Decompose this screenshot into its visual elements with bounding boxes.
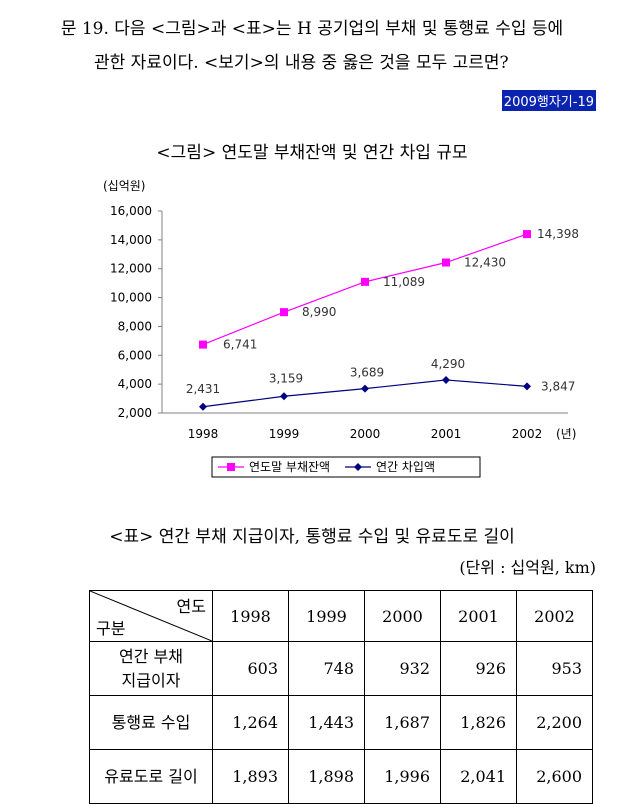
data-label: 12,430 [464,256,506,270]
y-tick-label: 14,000 [110,233,152,247]
data-label: 6,741 [223,338,257,352]
x-tick-label: 1999 [269,427,300,441]
year-header: 2002 [516,590,593,642]
x-tick-label: 2001 [431,427,462,441]
y-tick-label: 12,000 [110,262,152,276]
table-cell: 1,893 [212,749,289,804]
data-label: 11,089 [383,275,425,289]
data-point [442,375,450,384]
table-cell: 748 [288,641,365,696]
line-chart: (십억원) (년) 2,000 4,000 6,000 8,000 10,000 12,00… [103,179,579,478]
data-point [523,382,531,391]
question-line-2: 관한 자료이다. <보기>의 내용 중 옳은 것을 모두 고르면? [94,53,509,73]
x-tick-label: 1998 [188,427,219,441]
data-table: 연도 구분 1998 1999 2000 2001 2002 연간 부채 지급이자… [89,590,593,804]
year-header: 2001 [440,590,517,642]
data-label: 3,159 [269,371,303,385]
x-axis-title: (년) [556,427,576,441]
table-cell: 603 [212,641,289,696]
data-point [361,277,369,286]
y-tick-label: 8,000 [118,319,152,333]
legend-label: 연도말 부채잔액 [249,460,330,474]
x-tick-label: 2002 [512,427,543,441]
table-unit: (단위 : 십억원, km) [459,558,596,577]
chart-ticks: 2,000 4,000 6,000 8,000 10,000 12,000 14,000 16… [110,204,542,441]
data-point [280,392,288,401]
legend-marker [354,463,362,471]
table-cell: 2,200 [516,695,593,750]
table-cell: 1,687 [364,695,441,750]
legend-marker [227,463,235,471]
data-label: 3,847 [541,379,575,393]
table-row: 통행료 수입 1,264 1,443 1,687 1,826 2,200 [89,695,593,750]
table-cell: 932 [364,641,441,696]
table-cell: 1,996 [364,749,441,804]
table-cell: 926 [440,641,517,696]
table-cell: 1,898 [288,749,365,804]
data-point [199,402,207,411]
data-point [199,340,207,349]
series-line [202,233,528,346]
row-label: 통행료 수입 [89,695,213,750]
data-label: 8,990 [302,305,336,319]
source-badge: 2009행자기-19 [501,90,596,111]
y-tick-label: 2,000 [118,406,152,420]
header-category-label: 구분 [96,619,126,638]
y-tick-label: 4,000 [118,377,152,391]
data-point [280,308,288,317]
table-cell: 1,443 [288,695,365,750]
y-tick-label: 10,000 [110,291,152,305]
table-cell: 2,041 [440,749,517,804]
table-title: <표> 연간 부채 지급이자, 통행료 수입 및 유료도로 길이 [109,527,515,547]
year-header: 1998 [212,590,289,642]
series-0: 6,741 8,990 11,089 12,430 14,398 [199,227,579,352]
series-line [202,379,528,408]
row-label: 연간 부채 지급이자 [89,641,213,696]
chart-axes: (십억원) (년) [103,179,576,441]
x-tick-label: 2000 [350,427,381,441]
table-row: 연간 부채 지급이자 603 748 932 926 953 [89,641,593,696]
header-corner-cell: 연도 구분 [89,590,213,642]
data-label: 4,290 [431,357,465,371]
table-cell: 1,826 [440,695,517,750]
row-label: 유료도로 길이 [89,749,213,804]
table-header-row: 연도 구분 1998 1999 2000 2001 2002 [89,590,593,642]
table-cell: 1,264 [212,695,289,750]
y-axis-title: (십억원) [103,179,145,193]
data-label: 2,431 [186,382,220,396]
table-cell: 2,600 [516,749,593,804]
chart-series: 6,741 8,990 11,089 12,430 14,398 2,431 3,159 3,… [186,227,579,411]
y-tick-label: 16,000 [110,204,152,218]
table-cell: 953 [516,641,593,696]
legend-label: 연간 차입액 [376,460,435,474]
figure-title: <그림> 연도말 부채잔액 및 연간 차입 규모 [156,143,468,163]
series-1: 2,431 3,159 3,689 4,290 3,847 [186,357,575,411]
question-line-1: 문 19. 다음 <그림>과 <표>는 H 공기업의 부채 및 통행료 수입 등… [60,19,564,39]
year-header: 1999 [288,590,365,642]
data-label: 3,689 [350,366,384,380]
data-point [361,384,369,393]
table-row: 유료도로 길이 1,893 1,898 1,996 2,041 2,600 [89,749,593,804]
data-point [523,230,531,239]
y-tick-label: 6,000 [118,348,152,362]
header-year-label: 연도 [176,597,206,616]
data-point [442,258,450,267]
year-header: 2000 [364,590,441,642]
data-label: 14,398 [537,227,579,241]
chart-legend: 연도말 부채잔액 연간 차입액 [211,456,481,478]
